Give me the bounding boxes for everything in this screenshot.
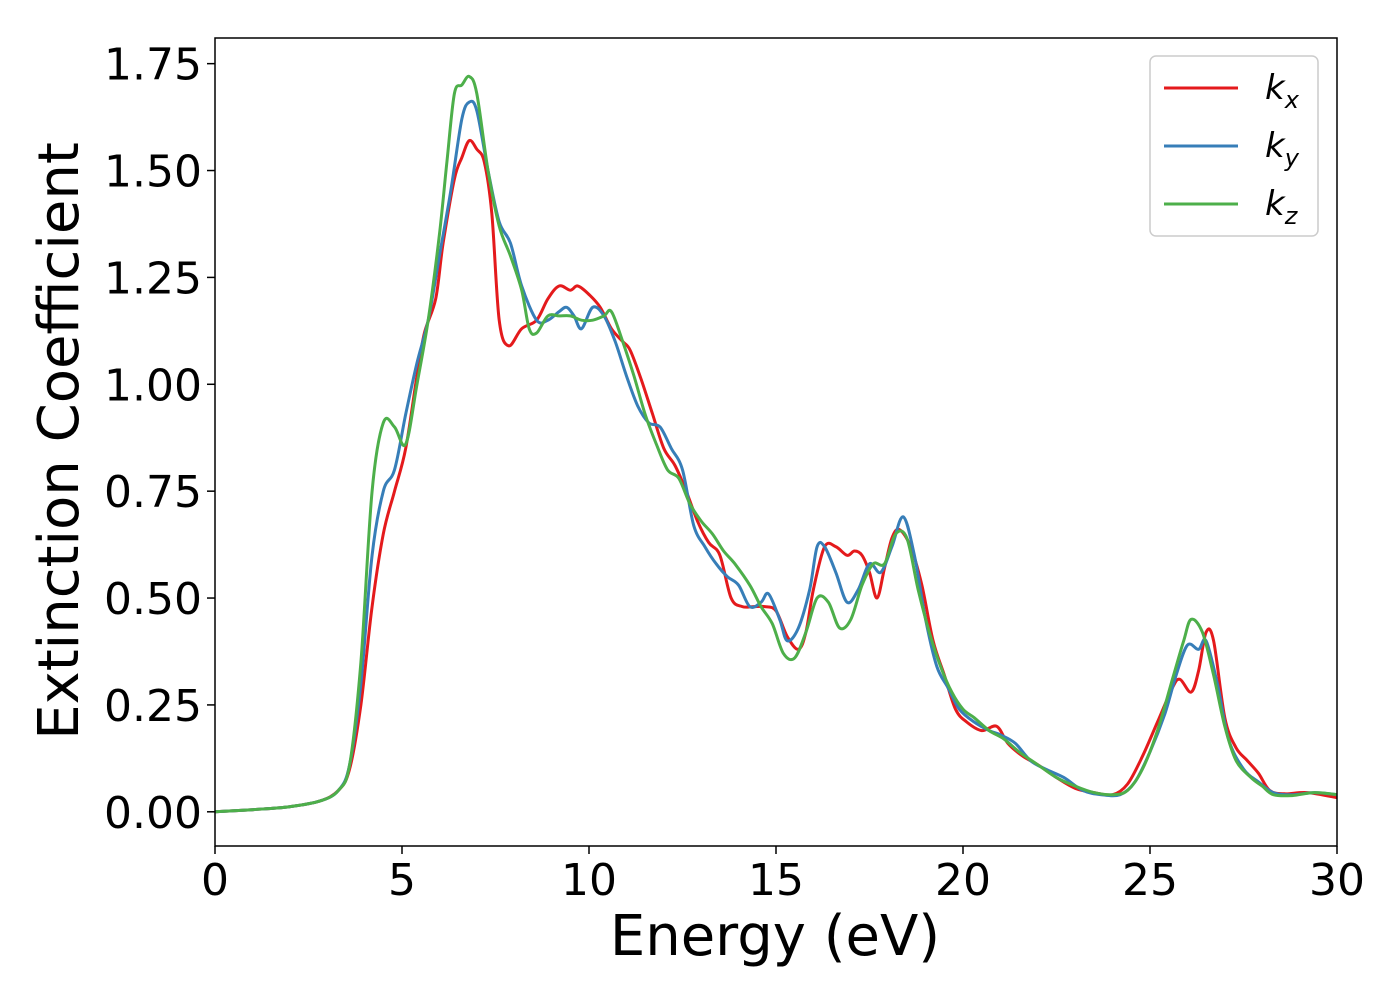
y-tick-label: 1.75: [104, 40, 202, 91]
legend-subscript: z: [1284, 202, 1299, 230]
x-tick-label: 15: [748, 855, 804, 906]
series-line-kx: [214, 138, 1338, 814]
x-tick-label: 5: [388, 855, 416, 906]
y-axis-title: Extinction Coefficient: [27, 142, 92, 740]
legend-label-ky: ky: [1265, 126, 1300, 172]
legend-subscript: x: [1284, 86, 1300, 114]
series-line-kz: [214, 74, 1338, 814]
plot-frame: [214, 37, 1338, 847]
x-tick-label: 25: [1122, 855, 1178, 906]
x-tick-label: 20: [935, 855, 991, 906]
x-tick-label: 10: [561, 855, 617, 906]
x-tick-label: 30: [1309, 855, 1365, 906]
legend-label-kx: kx: [1265, 68, 1300, 114]
legend-subscript: y: [1284, 144, 1300, 172]
axis-ticks: 0 5 10 15 20 25 30 0.00 0.25 0.50 0.75 1.00 1.25 1.50…: [104, 40, 1365, 906]
y-tick-label: 0.00: [104, 788, 202, 839]
series-lines: [214, 74, 1338, 814]
y-tick-label: 1.25: [104, 253, 202, 304]
y-tick-label: 1.00: [104, 360, 202, 411]
y-tick-label: 0.75: [104, 467, 202, 518]
y-tick-label: 0.25: [104, 681, 202, 732]
x-axis-title: Energy (eV): [610, 904, 940, 969]
y-tick-label: 0.50: [104, 574, 202, 625]
y-tick-label: 1.50: [104, 147, 202, 198]
x-tick-label: 0: [201, 855, 229, 906]
